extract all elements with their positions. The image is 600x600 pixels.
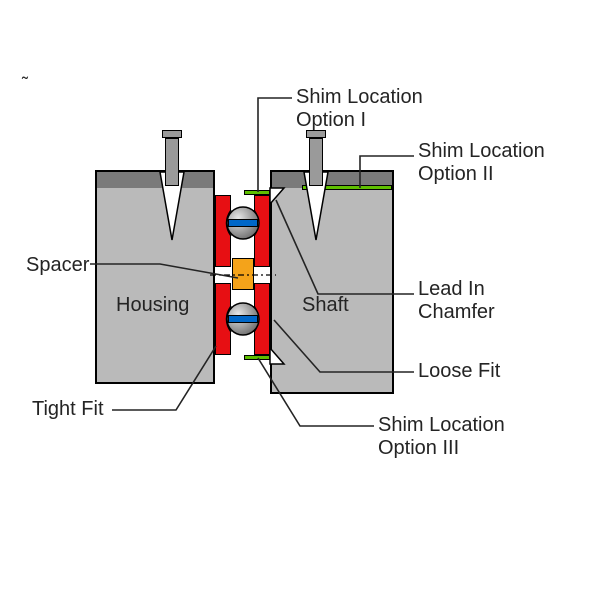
housing-label: Housing <box>116 294 189 317</box>
shaft-label: Shaft <box>302 294 349 317</box>
race-top-right <box>254 195 270 267</box>
diagram-stage: ˜ <box>0 0 600 600</box>
label-shim2-a: Shim Location <box>418 140 545 162</box>
label-shim1: Shim Location Option I <box>296 86 423 132</box>
label-shim2: Shim Location Option II <box>418 140 545 186</box>
shim-opt3 <box>244 355 270 360</box>
cage-top <box>228 219 258 227</box>
race-top-left <box>215 195 231 267</box>
label-leadin: Lead In Chamfer <box>418 278 495 324</box>
label-shim3-a: Shim Location <box>378 414 505 436</box>
label-shim3: Shim Location Option III <box>378 414 505 460</box>
right-pin-shaft <box>309 138 323 186</box>
label-shim1-a: Shim Location <box>296 86 423 108</box>
left-pin-shaft <box>165 138 179 186</box>
label-leadin-a: Lead In <box>418 278 485 300</box>
housing-top-strip <box>97 172 213 188</box>
label-spacer: Spacer <box>26 254 89 277</box>
label-leadin-b: Chamfer <box>418 301 495 323</box>
label-shim3-b: Option III <box>378 437 459 459</box>
cage-bottom <box>228 315 258 323</box>
housing-block <box>95 170 215 384</box>
label-loose: Loose Fit <box>418 360 500 383</box>
label-tight: Tight Fit <box>32 398 104 421</box>
shaft-block <box>270 170 394 394</box>
spacer-block <box>232 258 254 290</box>
corner-mark: ˜ <box>22 74 28 95</box>
label-shim1-b: Option I <box>296 109 366 131</box>
left-pin-head <box>162 130 182 138</box>
label-shim2-b: Option II <box>418 163 494 185</box>
